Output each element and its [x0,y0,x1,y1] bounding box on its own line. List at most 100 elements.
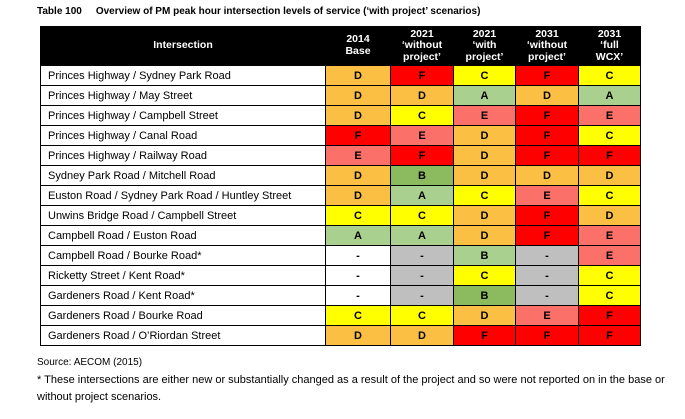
grade-cell: F [515,145,579,166]
intersection-cell: Campbell Road / Bourke Road* [40,245,326,266]
grade-cell: C [578,185,641,206]
grade-cell: E [578,105,641,126]
table-row: Campbell Road / Euston Road A A D F E [40,225,641,246]
grade-cell: E [325,145,391,166]
intersection-cell: Princes Highway / Railway Road [40,145,326,166]
table-caption: Table 100 Overview of PM peak hour inter… [37,6,480,17]
grade-cell: D [390,325,454,346]
grade-cell: A [578,85,641,106]
grade-cell: D [325,185,391,206]
grade-cell: C [578,265,641,286]
grade-cell: B [453,285,516,306]
grade-cell: F [515,205,579,226]
table-row: Sydney Park Road / Mitchell Road D B D D D [40,165,641,186]
grade-cell: C [453,65,516,86]
grade-cell: D [453,145,516,166]
grade-cell: E [515,185,579,206]
table-header-row: Intersection 2014 Base 2021 ‘without proje… [40,26,641,66]
grade-cell: F [453,325,516,346]
grade-cell: D [325,105,391,126]
intersection-cell: Sydney Park Road / Mitchell Road [40,165,326,186]
grade-cell: D [390,85,454,106]
table-caption-label: Table 100 [37,6,82,17]
grade-cell: - [390,245,454,266]
grade-cell: E [453,105,516,126]
grade-cell: C [325,205,391,226]
grade-cell: - [515,245,579,266]
intersection-cell: Euston Road / Sydney Park Road / Huntley… [40,185,326,206]
grade-cell: F [515,225,579,246]
grade-cell: E [515,305,579,326]
col-header: 2021 ‘without project’ [390,26,454,66]
grade-cell: - [390,265,454,286]
grade-cell: A [390,225,454,246]
grade-cell: C [578,125,641,146]
grade-cell: F [515,105,579,126]
grade-cell: E [390,125,454,146]
intersection-cell: Princes Highway / Sydney Park Road [40,65,326,86]
grade-cell: C [390,205,454,226]
table-row: Unwins Bridge Road / Campbell Street C C D F… [40,205,641,226]
intersection-cell: Ricketty Street / Kent Road* [40,265,326,286]
intersection-cell: Gardeners Road / Kent Road* [40,285,326,306]
grade-cell: C [390,105,454,126]
grade-cell: D [453,165,516,186]
table-row: Princes Highway / Campbell Street D C E F E [40,105,641,126]
grade-cell: F [578,305,641,326]
grade-cell: F [390,65,454,86]
grade-cell: A [325,225,391,246]
grade-cell: A [453,85,516,106]
col-header-intersection: Intersection [40,26,326,66]
col-header: 2031 ‘without project’ [515,26,579,66]
intersection-cell: Unwins Bridge Road / Campbell Street [40,205,326,226]
grade-cell: D [325,65,391,86]
grade-cell: D [325,85,391,106]
grade-cell: D [578,205,641,226]
los-table: Intersection 2014 Base 2021 ‘without proje… [40,26,641,346]
intersection-cell: Princes Highway / May Street [40,85,326,106]
grade-cell: D [325,325,391,346]
grade-cell: D [578,165,641,186]
table-row: Princes Highway / Sydney Park Road D F C F C [40,65,641,86]
grade-cell: E [578,225,641,246]
grade-cell: - [390,285,454,306]
footnote: * These intersections are either new or … [37,374,665,403]
grade-cell: C [390,305,454,326]
grade-cell: B [390,165,454,186]
col-header: 2031 ‘full WCX’ [578,26,641,66]
grade-cell: D [453,205,516,226]
table-row: Euston Road / Sydney Park Road / Huntley… [40,185,641,206]
grade-cell: D [515,165,579,186]
grade-cell: D [515,85,579,106]
grade-cell: E [578,245,641,266]
grade-cell: F [515,65,579,86]
grade-cell: C [453,265,516,286]
table-body: Princes Highway / Sydney Park Road D F C F C P… [40,65,641,346]
intersection-cell: Gardeners Road / Bourke Road [40,305,326,326]
grade-cell: F [578,325,641,346]
grade-cell: C [578,65,641,86]
grade-cell: C [578,285,641,306]
grade-cell: D [453,305,516,326]
grade-cell: - [325,285,391,306]
grade-cell: - [515,285,579,306]
table-row: Ricketty Street / Kent Road* - - C - C [40,265,641,286]
grade-cell: F [515,125,579,146]
grade-cell: D [453,225,516,246]
source-note: Source: AECOM (2015) [37,357,143,368]
grade-cell: F [390,145,454,166]
grade-cell: F [325,125,391,146]
intersection-cell: Gardeners Road / O’Riordan Street [40,325,326,346]
table-row: Princes Highway / Canal Road F E D F C [40,125,641,146]
col-header: 2021 ‘with project’ [453,26,516,66]
grade-cell: - [325,245,391,266]
table-row: Gardeners Road / Kent Road* - - B - C [40,285,641,306]
grade-cell: F [578,145,641,166]
table-row: Campbell Road / Bourke Road* - - B - E [40,245,641,266]
grade-cell: C [325,305,391,326]
table-row: Princes Highway / Railway Road E F D F F [40,145,641,166]
grade-cell: D [453,125,516,146]
grade-cell: C [453,185,516,206]
grade-cell: F [515,325,579,346]
